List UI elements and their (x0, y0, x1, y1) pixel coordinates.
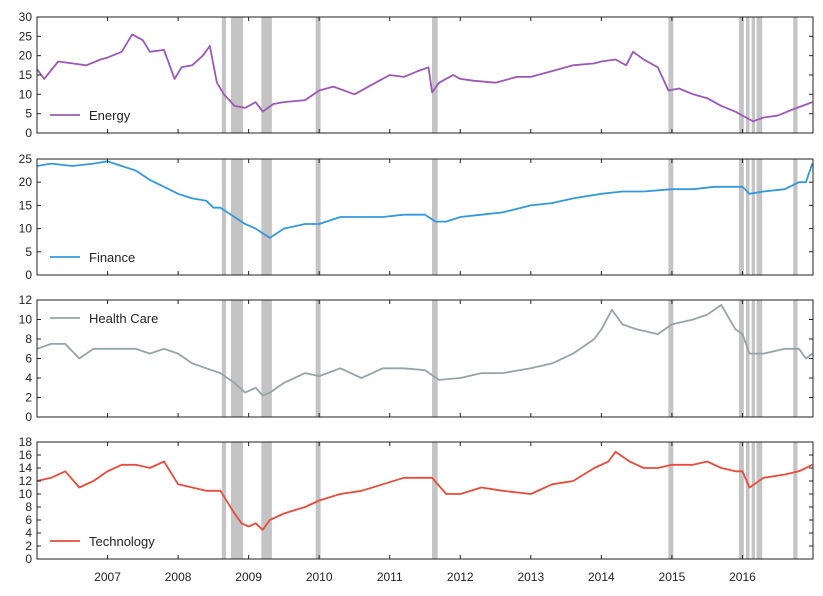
x-tick-label: 2016 (729, 570, 756, 584)
y-tick-label: 6 (25, 513, 32, 527)
shaded-band (231, 300, 243, 417)
y-tick-label: 2 (25, 391, 32, 405)
y-tick-label: 20 (19, 49, 33, 63)
axes-frame (36, 441, 814, 560)
shaded-band (756, 159, 763, 275)
y-tick-label: 8 (25, 500, 32, 514)
x-tick-label: 2007 (94, 570, 121, 584)
shaded-band (756, 442, 763, 559)
shaded-band (315, 17, 321, 133)
shaded-band (751, 300, 756, 417)
x-tick-label: 2011 (377, 570, 403, 584)
shaded-band (668, 17, 674, 133)
shaded-band (231, 159, 243, 275)
shaded-band (668, 300, 674, 417)
shaded-band (432, 159, 438, 275)
shaded-band (261, 159, 272, 275)
shaded-band (315, 159, 321, 275)
shaded-band (738, 17, 744, 133)
shaded-band (261, 442, 272, 559)
legend-label-finance: Finance (89, 250, 135, 265)
x-tick-label: 2015 (659, 570, 686, 584)
shaded-band (668, 442, 674, 559)
panel-finance: 0 5 10 15 20 25 Finance (19, 152, 814, 282)
panel-health-care: 0 2 4 6 8 10 12 Health Care (19, 293, 814, 424)
y-tick-label: 30 (19, 10, 33, 24)
y-tick-label: 10 (19, 313, 33, 327)
y-tick-label: 4 (25, 526, 32, 540)
y-tick-label: 25 (19, 152, 33, 166)
shaded-band (745, 300, 750, 417)
y-tick-label: 5 (25, 245, 32, 259)
shaded-band (221, 159, 227, 275)
shaded-band (432, 17, 438, 133)
y-tick-label: 5 (25, 107, 32, 121)
y-tick-label: 10 (19, 222, 33, 236)
shaded-band (793, 442, 798, 559)
shaded-band (745, 442, 750, 559)
shaded-band (261, 300, 272, 417)
x-tick-label: 2014 (588, 570, 615, 584)
shaded-band (756, 17, 763, 133)
axes-frame (36, 158, 814, 276)
y-tick-label: 20 (19, 175, 33, 189)
y-tick-label: 12 (19, 293, 33, 307)
y-tick-label: 0 (25, 126, 32, 140)
legend-label-energy: Energy (89, 108, 131, 123)
shaded-band (432, 442, 438, 559)
y-tick-label: 0 (25, 268, 32, 282)
shaded-band (231, 17, 243, 133)
y-tick-label: 2 (25, 539, 32, 553)
y-tick-label: 15 (19, 68, 33, 82)
x-tick-label: 2013 (517, 570, 544, 584)
shaded-band (756, 300, 763, 417)
legend-label-technology: Technology (89, 534, 155, 549)
y-tick-label: 14 (19, 461, 33, 475)
shaded-band (738, 300, 744, 417)
y-tick-label: 10 (19, 87, 33, 101)
series-line-finance (36, 160, 814, 239)
y-tick-label: 15 (19, 198, 33, 212)
shaded-band (221, 300, 227, 417)
y-tick-label: 0 (25, 552, 32, 566)
axes-frame (36, 16, 814, 134)
shaded-band (668, 159, 674, 275)
shaded-band (221, 442, 227, 559)
shaded-band (745, 159, 750, 275)
shaded-band (793, 159, 798, 275)
shaded-band (315, 300, 321, 417)
shaded-band (793, 17, 798, 133)
y-tick-label: 10 (19, 487, 33, 501)
shaded-band (751, 159, 756, 275)
shaded-band (793, 300, 798, 417)
y-tick-label: 25 (19, 29, 33, 43)
y-tick-label: 4 (25, 371, 32, 385)
shaded-band (738, 159, 744, 275)
x-tick-label: 2008 (165, 570, 192, 584)
shaded-band (751, 442, 756, 559)
x-tick-label: 2010 (306, 570, 333, 584)
shaded-band (221, 17, 227, 133)
series-line-energy (36, 33, 813, 123)
shaded-band (432, 300, 438, 417)
legend-label-health-care: Health Care (89, 311, 158, 326)
shaded-band (231, 442, 243, 559)
y-tick-label: 16 (19, 448, 33, 462)
shaded-band (738, 442, 744, 559)
shaded-band (261, 17, 272, 133)
series-line-technology (36, 450, 813, 531)
x-tick-label: 2012 (447, 570, 474, 584)
y-tick-label: 12 (19, 474, 33, 488)
series-line-health-care (36, 303, 813, 397)
y-tick-label: 0 (25, 410, 32, 424)
shaded-band (745, 17, 750, 133)
shaded-band (751, 17, 756, 133)
y-tick-label: 8 (25, 332, 32, 346)
y-tick-label: 6 (25, 352, 32, 366)
x-tick-label: 2009 (235, 570, 262, 584)
y-tick-label: 18 (19, 435, 33, 449)
panel-energy: 0 5 10 15 20 25 30 Energy (19, 10, 814, 140)
